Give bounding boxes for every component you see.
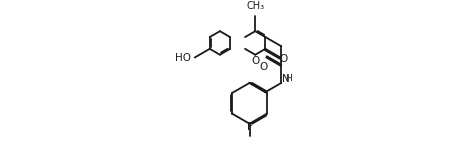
Text: HO: HO [175, 52, 191, 62]
Text: O: O [280, 54, 288, 64]
Text: F: F [247, 122, 252, 132]
Text: N: N [282, 74, 290, 84]
Text: H: H [285, 74, 292, 83]
Text: O: O [251, 56, 259, 66]
Text: O: O [260, 62, 268, 72]
Text: CH₃: CH₃ [246, 1, 264, 11]
